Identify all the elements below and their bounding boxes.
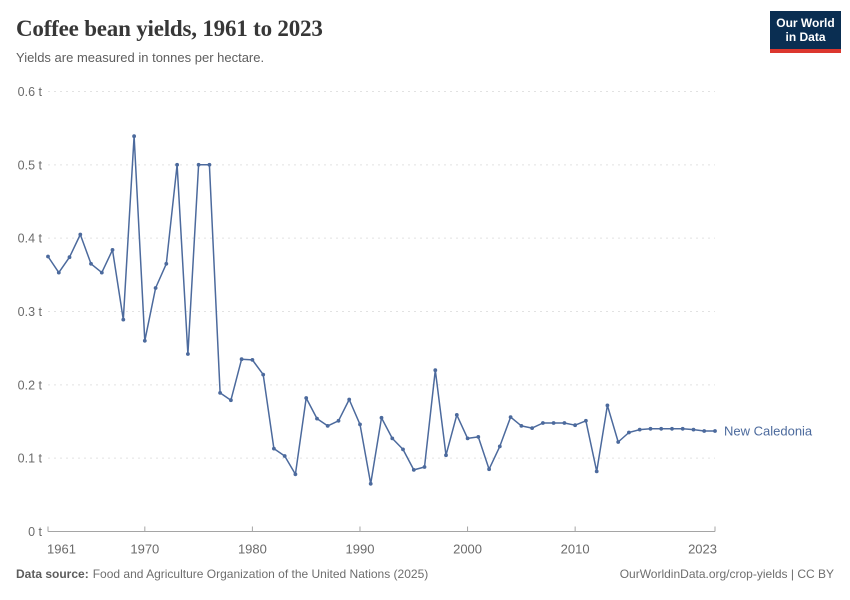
data-point[interactable] [175, 162, 180, 167]
owid-logo[interactable]: Our World in Data [770, 11, 841, 53]
data-point[interactable] [691, 427, 696, 432]
data-point[interactable] [713, 429, 717, 433]
data-point[interactable] [401, 447, 405, 452]
data-point[interactable] [659, 426, 664, 431]
data-point[interactable] [551, 421, 556, 425]
data-point[interactable] [627, 430, 631, 435]
y-tick-label: 0.5 t [18, 158, 43, 172]
data-source-text: Food and Agriculture Organization of the… [92, 567, 429, 581]
x-tick-label: 1990 [346, 542, 375, 557]
data-point[interactable] [605, 403, 610, 408]
page-title: Coffee bean yields, 1961 to 2023 [16, 16, 323, 41]
data-point[interactable] [487, 467, 491, 472]
data-point[interactable] [336, 418, 341, 423]
data-point[interactable] [519, 424, 524, 428]
data-point[interactable] [411, 468, 416, 472]
data-source-label: Data source: [16, 567, 89, 581]
data-point[interactable] [465, 436, 470, 441]
page-subtitle: Yields are measured in tonnes per hectar… [16, 50, 265, 66]
data-point[interactable] [261, 372, 266, 377]
data-point[interactable] [164, 261, 169, 266]
data-point[interactable] [670, 426, 674, 431]
chart-footer: Data source: Food and Agriculture Organiz… [16, 567, 834, 581]
data-point[interactable] [573, 423, 577, 428]
series-line[interactable] [47, 135, 716, 485]
credit-link[interactable]: OurWorldinData.org/crop-yields | CC BY [619, 567, 834, 581]
data-point[interactable] [272, 446, 276, 451]
owid-logo-line1: Our World [776, 16, 835, 30]
data-point[interactable] [315, 416, 319, 421]
data-point[interactable] [444, 453, 448, 458]
data-point[interactable] [293, 472, 298, 477]
data-point[interactable] [379, 415, 384, 420]
data-point[interactable] [99, 270, 104, 275]
owid-logo-line2: in Data [785, 30, 826, 44]
data-point[interactable] [562, 421, 567, 425]
title-block: Coffee bean yields, 1961 to 2023 Yields … [16, 16, 323, 65]
data-point[interactable] [541, 421, 545, 425]
data-point[interactable] [702, 429, 707, 433]
data-point[interactable] [530, 426, 534, 430]
data-point[interactable] [476, 435, 481, 439]
data-point[interactable] [433, 368, 438, 373]
data-point[interactable] [229, 398, 233, 403]
data-point[interactable] [142, 338, 147, 343]
y-tick-label: 0.1 t [18, 452, 43, 466]
x-tick-label: 1980 [238, 542, 267, 557]
y-tick-label: 0.4 t [18, 232, 43, 246]
chart-header: Coffee bean yields, 1961 to 2023 Yields … [16, 11, 841, 65]
data-point[interactable] [121, 317, 126, 322]
x-tick-label: 2010 [561, 542, 590, 557]
x-tick-label: 1961 [47, 542, 76, 557]
data-point[interactable] [304, 396, 309, 400]
data-point[interactable] [347, 397, 352, 402]
data-point[interactable] [497, 444, 502, 449]
data-point[interactable] [616, 440, 621, 444]
data-point[interactable] [67, 255, 72, 260]
data-point[interactable] [250, 358, 255, 362]
data-point[interactable] [196, 162, 201, 167]
data-source: Data source: Food and Agriculture Organiz… [16, 567, 428, 581]
data-point[interactable] [110, 248, 115, 252]
data-point[interactable] [218, 391, 223, 395]
y-tick-label: 0.3 t [18, 305, 43, 319]
data-point[interactable] [648, 426, 653, 431]
data-point[interactable] [132, 134, 137, 139]
data-point[interactable] [186, 352, 190, 356]
data-point[interactable] [637, 427, 642, 432]
data-point[interactable] [56, 270, 61, 275]
data-point[interactable] [282, 454, 287, 458]
data-point[interactable] [422, 465, 427, 469]
data-point[interactable] [368, 481, 373, 486]
data-point[interactable] [46, 254, 50, 259]
data-point[interactable] [594, 469, 599, 474]
y-tick-label: 0.6 t [18, 85, 43, 99]
data-point[interactable] [680, 426, 685, 431]
data-point[interactable] [207, 162, 212, 167]
data-point[interactable] [390, 436, 395, 441]
data-point[interactable] [153, 286, 158, 290]
x-tick-label: 2023 [688, 542, 717, 557]
data-point[interactable] [454, 413, 459, 417]
data-point[interactable] [508, 415, 513, 419]
data-point[interactable] [358, 422, 362, 427]
data-point[interactable] [89, 261, 93, 266]
y-tick-label: 0 t [28, 525, 42, 539]
series-end-label[interactable]: New Caledonia [724, 424, 813, 439]
data-point[interactable] [78, 232, 83, 237]
x-tick-label: 2000 [453, 542, 482, 557]
data-point[interactable] [584, 418, 588, 423]
x-tick-label: 1970 [130, 542, 159, 557]
y-tick-label: 0.2 t [18, 378, 43, 392]
data-point[interactable] [239, 357, 244, 362]
data-point[interactable] [325, 424, 330, 428]
